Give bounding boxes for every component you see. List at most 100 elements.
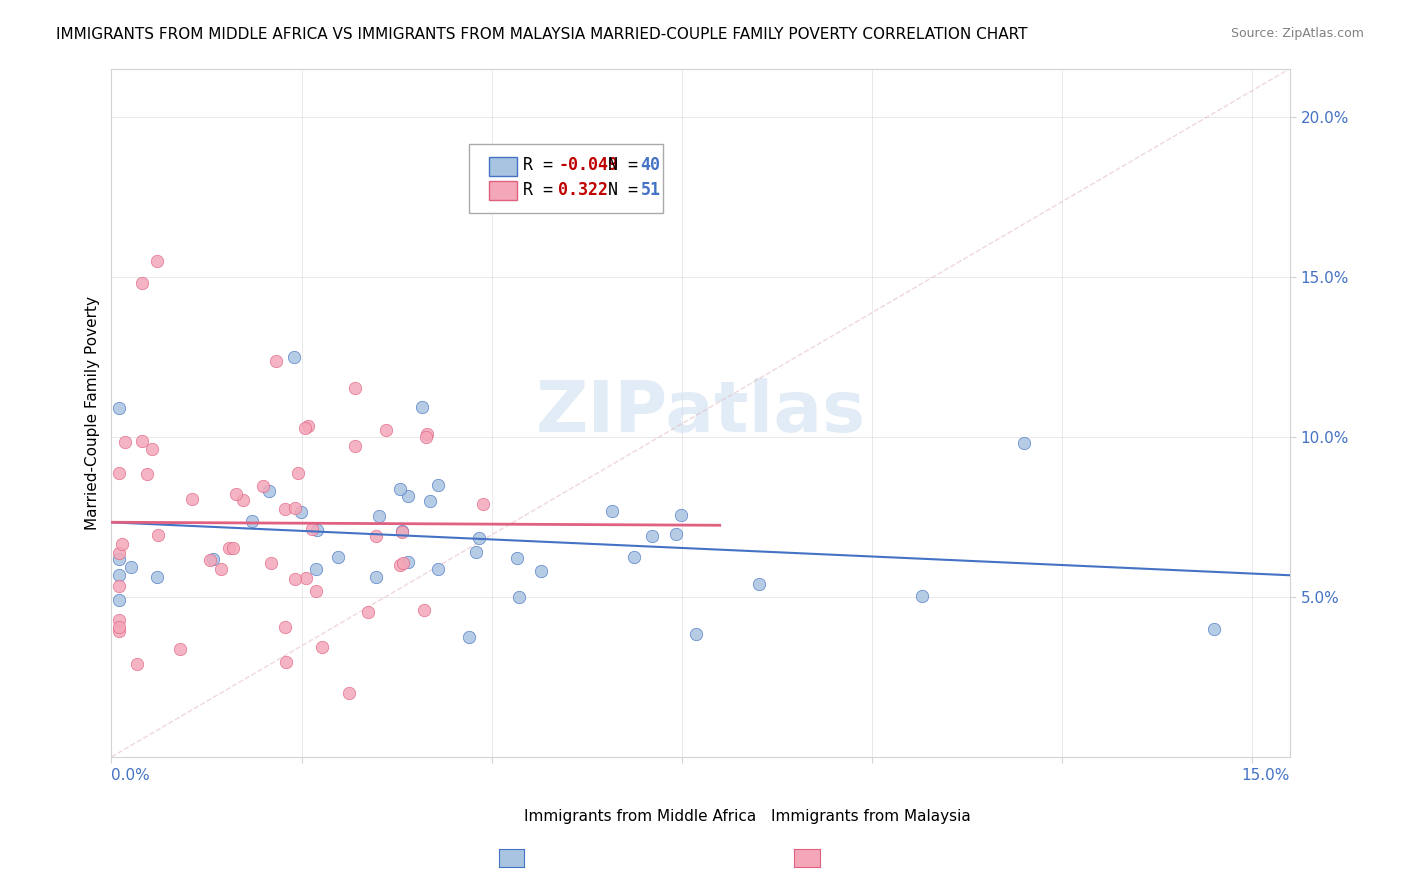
Point xyxy=(131,434,153,448)
Point xyxy=(623,549,645,564)
Point xyxy=(125,657,148,671)
Text: R =: R = xyxy=(523,156,562,174)
FancyBboxPatch shape xyxy=(488,181,517,200)
Point xyxy=(326,549,349,564)
Point xyxy=(218,541,240,555)
Point xyxy=(391,524,413,538)
Point xyxy=(374,423,396,437)
Point xyxy=(391,524,413,539)
Point xyxy=(427,562,450,576)
Point xyxy=(266,354,288,368)
Point xyxy=(108,579,131,593)
Point xyxy=(311,640,333,655)
Point xyxy=(530,564,553,578)
Point xyxy=(671,508,693,522)
Point xyxy=(108,592,131,607)
Point xyxy=(108,401,131,415)
Point xyxy=(284,572,307,586)
Point xyxy=(131,276,153,290)
Point xyxy=(411,401,433,415)
Point xyxy=(337,686,360,700)
Point xyxy=(232,493,254,508)
Point xyxy=(108,567,131,582)
Point xyxy=(344,381,367,395)
Text: N =: N = xyxy=(607,181,648,200)
Point xyxy=(111,537,134,551)
Point xyxy=(305,584,328,599)
Point xyxy=(283,350,305,364)
Point xyxy=(287,466,309,480)
Point xyxy=(665,527,688,541)
Point xyxy=(290,505,312,519)
Point xyxy=(468,532,491,546)
Text: 40: 40 xyxy=(641,156,661,174)
Point xyxy=(136,467,159,482)
Point xyxy=(202,552,225,566)
Point xyxy=(396,489,419,503)
Point xyxy=(508,590,530,604)
Point xyxy=(357,605,380,619)
Text: ZIPatlas: ZIPatlas xyxy=(536,378,866,447)
Point xyxy=(108,624,131,638)
Point xyxy=(364,570,387,584)
Text: R =: R = xyxy=(523,181,572,200)
Text: -0.049: -0.049 xyxy=(558,156,619,174)
Point xyxy=(392,557,415,571)
Point xyxy=(284,501,307,516)
Point xyxy=(301,522,323,536)
Point xyxy=(114,435,136,450)
Point xyxy=(146,570,169,584)
Point xyxy=(389,482,412,496)
Text: Source: ZipAtlas.com: Source: ZipAtlas.com xyxy=(1230,27,1364,40)
Point xyxy=(257,483,280,498)
Point xyxy=(389,558,412,572)
Point xyxy=(294,421,316,435)
Point xyxy=(259,557,281,571)
Point xyxy=(305,523,328,537)
Point xyxy=(240,514,263,528)
Point xyxy=(146,253,169,268)
Point xyxy=(600,504,623,518)
Point xyxy=(465,544,488,558)
Point xyxy=(146,528,169,542)
Point xyxy=(108,552,131,566)
Point xyxy=(748,577,770,591)
Point xyxy=(305,562,328,576)
Point xyxy=(252,479,274,493)
FancyBboxPatch shape xyxy=(488,157,517,176)
Point xyxy=(108,546,131,560)
Point xyxy=(367,509,389,524)
Point xyxy=(396,555,419,569)
Point xyxy=(415,430,437,444)
Point xyxy=(274,620,297,634)
Point xyxy=(506,550,529,565)
Text: Immigrants from Middle Africa: Immigrants from Middle Africa xyxy=(524,809,756,823)
Point xyxy=(419,494,441,508)
Point xyxy=(169,642,191,657)
Text: 15.0%: 15.0% xyxy=(1241,768,1291,783)
Text: 0.0%: 0.0% xyxy=(111,768,150,783)
Point xyxy=(108,466,131,480)
Point xyxy=(141,442,163,457)
Point xyxy=(198,553,221,567)
Point xyxy=(427,477,450,491)
Point xyxy=(297,418,319,433)
Point xyxy=(274,655,297,669)
Text: Immigrants from Malaysia: Immigrants from Malaysia xyxy=(772,809,972,823)
Point xyxy=(457,630,479,644)
Point xyxy=(274,502,297,516)
Point xyxy=(1012,436,1035,450)
Point xyxy=(910,589,932,603)
Point xyxy=(120,559,142,574)
Text: 51: 51 xyxy=(641,181,661,200)
Point xyxy=(225,487,247,501)
Point xyxy=(108,620,131,634)
Text: 0.322: 0.322 xyxy=(558,181,609,200)
Point xyxy=(641,528,664,542)
Point xyxy=(416,426,439,441)
FancyBboxPatch shape xyxy=(468,145,664,213)
Text: IMMIGRANTS FROM MIDDLE AFRICA VS IMMIGRANTS FROM MALAYSIA MARRIED-COUPLE FAMILY : IMMIGRANTS FROM MIDDLE AFRICA VS IMMIGRA… xyxy=(56,27,1028,42)
Text: N =: N = xyxy=(607,156,648,174)
Point xyxy=(294,571,316,585)
Point xyxy=(1202,622,1225,636)
